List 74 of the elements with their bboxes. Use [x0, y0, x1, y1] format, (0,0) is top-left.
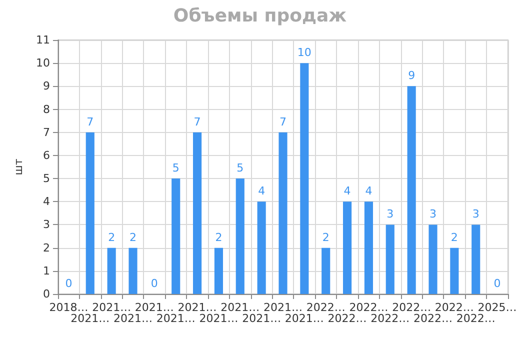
data-label: 3	[430, 208, 436, 221]
x-tick-label: 2021…	[92, 301, 132, 314]
data-label: 2	[108, 230, 116, 244]
data-label: 7	[280, 115, 286, 128]
x-tick-label: 2021…	[264, 301, 302, 314]
data-label: 5	[172, 162, 180, 175]
data-label: 3	[386, 208, 394, 221]
bar	[364, 202, 373, 294]
data-label: 2	[322, 230, 330, 244]
x-tick-label: 2022…	[456, 312, 496, 325]
data-label: 0	[494, 277, 501, 290]
bar	[450, 248, 459, 294]
y-tick-label: 8	[43, 102, 50, 116]
bar	[428, 224, 438, 294]
x-tick-label: 2022…	[370, 312, 410, 325]
x-tick-label: 2022…	[306, 301, 346, 314]
bar	[214, 248, 223, 294]
y-tick-label: 11	[36, 34, 50, 46]
data-label: 3	[472, 208, 480, 221]
x-tick-label: 2021…	[134, 301, 174, 314]
y-tick-label: 1	[43, 264, 50, 278]
y-tick-label: 9	[43, 80, 50, 93]
data-label: 4	[365, 184, 372, 198]
x-tick-label: 2022…	[434, 301, 474, 314]
chart-title: Объемы продаж	[173, 6, 347, 26]
data-label: 9	[408, 69, 416, 82]
bar	[128, 248, 138, 294]
y-tick-label: 3	[43, 218, 50, 232]
data-label: 0	[150, 277, 158, 290]
y-tick-label: 5	[43, 172, 50, 186]
x-tick-label: 2021…	[70, 312, 110, 325]
bar	[278, 132, 288, 294]
y-tick-label: 7	[43, 126, 50, 139]
x-tick-label: 2022…	[328, 312, 367, 325]
bar	[257, 202, 266, 294]
y-tick-label: 4	[43, 195, 50, 208]
bar	[472, 224, 480, 294]
x-tick-label: 2021…	[199, 312, 238, 325]
data-label: 2	[215, 230, 222, 244]
data-label: 2	[450, 230, 458, 244]
x-tick-label: 2022…	[414, 312, 452, 325]
x-tick-label: 2018…	[49, 301, 88, 314]
y-axis-title: шт	[12, 158, 25, 176]
data-label: 5	[236, 162, 244, 175]
bar	[193, 132, 202, 294]
data-label: 7	[194, 115, 201, 128]
data-label: 2	[130, 230, 136, 244]
x-tick-label: 2021…	[242, 312, 282, 325]
data-label: 0	[65, 277, 72, 290]
bar	[343, 202, 352, 294]
data-label: 7	[86, 115, 94, 128]
x-tick-label: 2025…	[478, 301, 517, 314]
x-tick-label: 2021…	[114, 312, 152, 325]
bar	[86, 132, 94, 294]
data-label: 4	[258, 184, 266, 198]
bar	[300, 63, 309, 294]
y-tick-label: 2	[43, 241, 50, 254]
bar	[407, 86, 416, 294]
y-tick-label: 6	[43, 148, 50, 162]
x-tick-label: 2021…	[284, 312, 324, 325]
y-tick-label: 0	[43, 288, 50, 300]
x-tick-label: 2021…	[156, 312, 196, 325]
x-tick-label: 2021…	[220, 301, 260, 314]
x-tick-label: 2021…	[178, 301, 217, 314]
bar	[107, 248, 116, 294]
data-label: 4	[344, 184, 351, 198]
data-label: 10	[297, 46, 312, 60]
bar	[322, 248, 330, 294]
y-tick-label: 10	[36, 56, 50, 70]
x-tick-label: 2022…	[392, 301, 432, 314]
bar	[236, 178, 244, 294]
bar	[172, 178, 180, 294]
bar	[386, 224, 394, 294]
x-tick-label: 2022…	[349, 301, 388, 314]
